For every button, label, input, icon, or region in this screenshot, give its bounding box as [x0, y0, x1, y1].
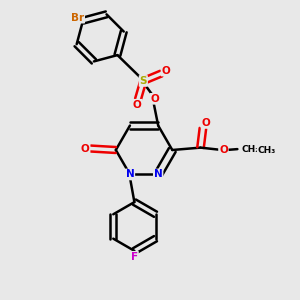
Text: S: S — [140, 76, 147, 86]
Text: CH₃: CH₃ — [257, 146, 275, 154]
Text: O: O — [219, 145, 228, 155]
Text: O: O — [161, 66, 170, 76]
Text: O: O — [202, 118, 210, 128]
Text: Br: Br — [71, 13, 84, 23]
Text: N: N — [154, 169, 163, 179]
Text: N: N — [126, 169, 134, 179]
Text: O: O — [133, 100, 142, 110]
Text: O: O — [81, 143, 90, 154]
Text: O: O — [151, 94, 159, 104]
Text: F: F — [131, 252, 138, 262]
Text: CH₂: CH₂ — [241, 145, 260, 154]
